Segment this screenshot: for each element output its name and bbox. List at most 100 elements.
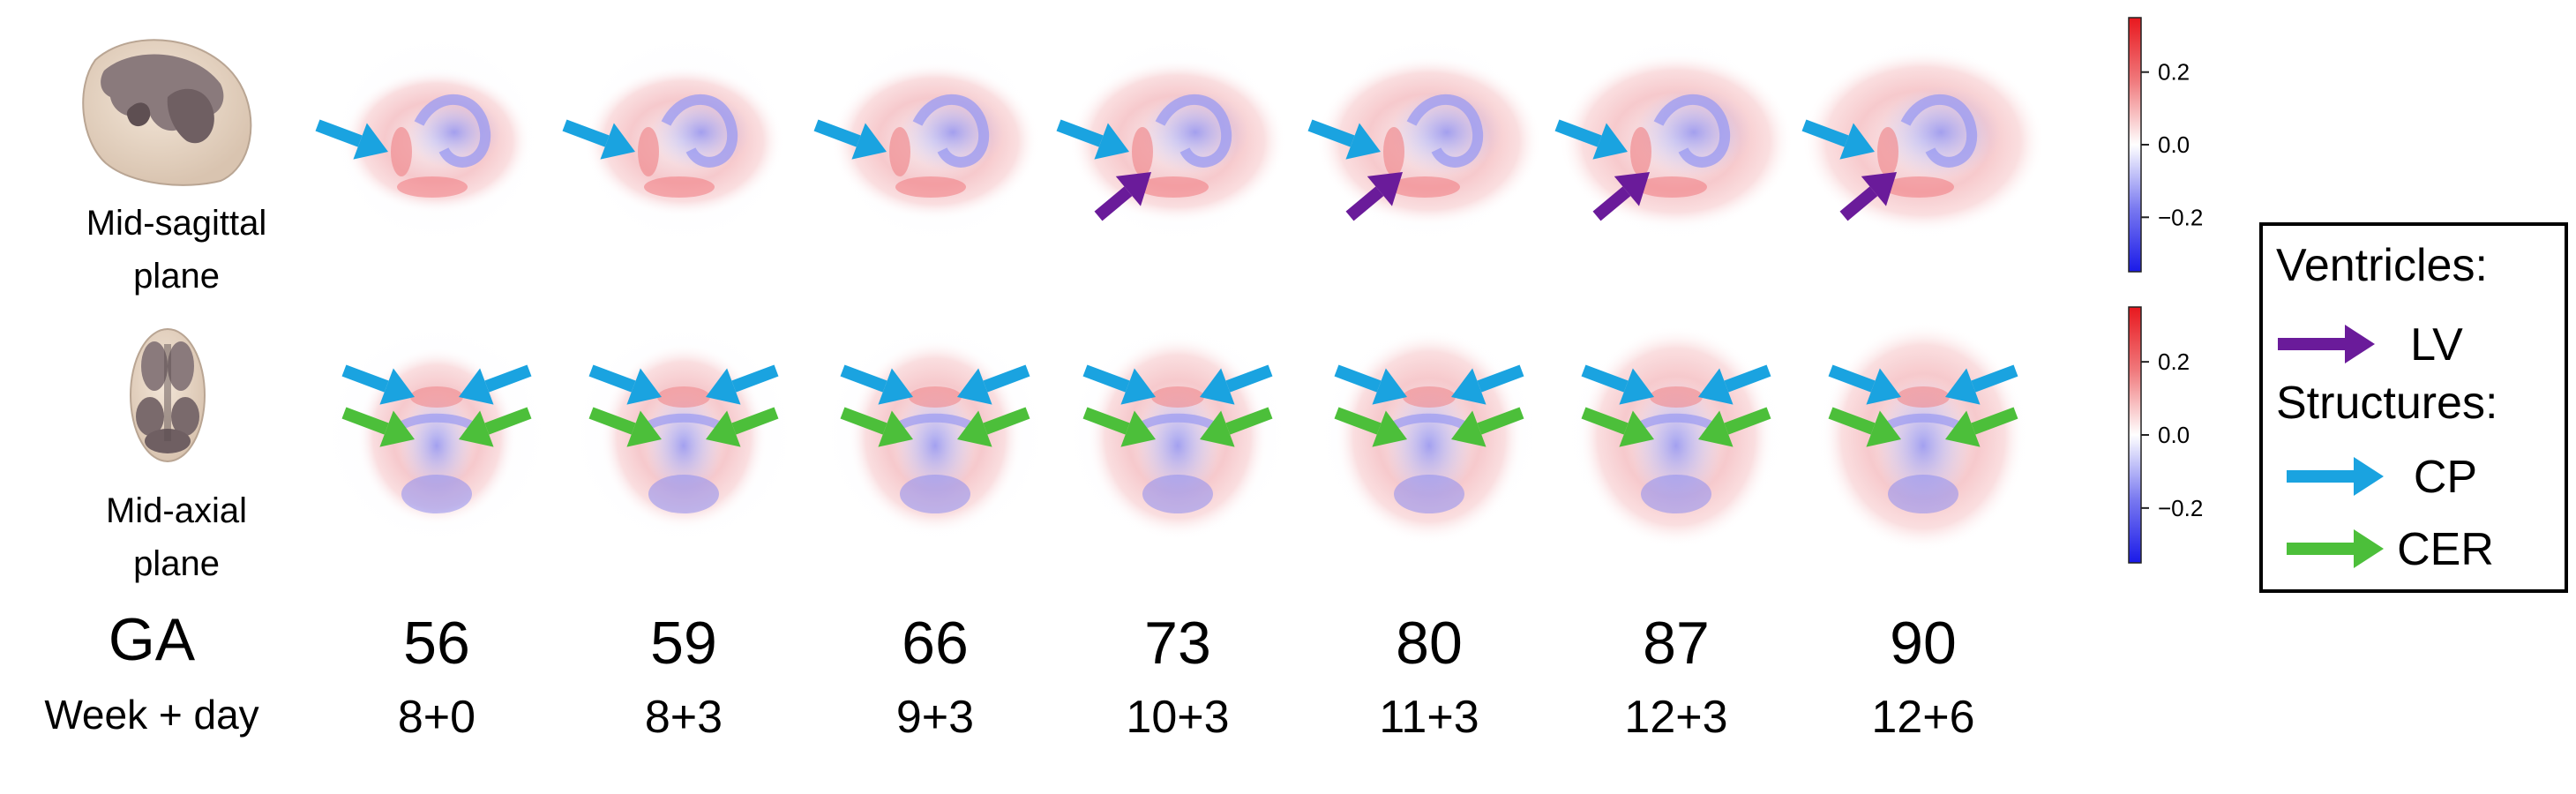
- legend-item-cer: CER: [2287, 524, 2494, 575]
- cer-arrow: [1200, 407, 1273, 447]
- ga-row-label: GA: [109, 606, 196, 673]
- cp-arrow: [840, 364, 913, 405]
- week-day-value: 12+3: [1624, 692, 1727, 743]
- colorbar-tick-label: 0.0: [2158, 422, 2190, 448]
- cer-arrow: [588, 407, 662, 447]
- cp-arrow: [1828, 364, 1901, 405]
- cer-legend-arrow: [2287, 529, 2384, 568]
- legend-label: CP: [2414, 452, 2477, 503]
- legend-item-cp: CP: [2287, 452, 2477, 503]
- colorbar-gradient: [2128, 306, 2142, 564]
- week-day-value: 11+3: [1379, 692, 1479, 743]
- axial-map-panel: [560, 313, 807, 556]
- colorbar-tick-label: −0.2: [2158, 495, 2203, 521]
- cer-arrow: [840, 407, 913, 447]
- lv-arrow: [1094, 172, 1151, 221]
- cer-arrow: [1945, 407, 2018, 447]
- cer-arrow: [1082, 407, 1156, 447]
- ga-value: 59: [650, 610, 717, 677]
- plane-label-line: Mid-axial: [106, 491, 247, 530]
- sagittal-brain-thumbnail: [82, 39, 252, 186]
- legend-heading-structures: Structures:: [2276, 378, 2497, 429]
- week-day-value: 8+3: [645, 692, 723, 743]
- plane-label-line: plane: [133, 257, 220, 296]
- ga-value: 80: [1396, 610, 1463, 677]
- cer-arrow: [341, 407, 415, 447]
- cp-arrow: [1307, 119, 1381, 160]
- ga-value: 66: [902, 610, 969, 677]
- sagittal-map-panel: [562, 25, 798, 254]
- sagittal-map-panel: [1307, 25, 1544, 254]
- cp-arrow: [1082, 364, 1156, 405]
- colorbar-gradient: [2128, 17, 2142, 273]
- week-day-value: 8+0: [398, 692, 476, 743]
- axial-map-panel: [1800, 313, 2047, 556]
- cp-arrow: [706, 364, 779, 405]
- cer-arrow: [1828, 407, 1901, 447]
- axial-map-panel: [1553, 313, 1800, 556]
- lv-legend-arrow: [2278, 325, 2375, 363]
- sagittal-map-panel: [315, 25, 551, 254]
- axial-map-panel: [812, 313, 1059, 556]
- lv-arrow: [1592, 172, 1650, 221]
- cp-arrow: [1698, 364, 1771, 405]
- cer-arrow: [706, 407, 779, 447]
- cp-arrow: [1056, 119, 1129, 160]
- cer-arrow: [459, 407, 532, 447]
- plane-label-sagittal: Mid-sagittal plane: [86, 204, 267, 296]
- colorbar-sagittal: 0.2 0.0 −0.2: [2128, 17, 2203, 273]
- plane-label-line: Mid-sagittal: [86, 204, 267, 243]
- cp-arrow: [562, 119, 635, 160]
- axial-brain-thumbnail: [130, 328, 206, 462]
- cp-arrow: [1451, 364, 1524, 405]
- cp-arrow: [1554, 119, 1628, 160]
- sagittal-map-panel: [1056, 25, 1292, 254]
- cp-arrow: [459, 364, 532, 405]
- ga-value: 56: [403, 610, 470, 677]
- week-day-value: 12+6: [1871, 692, 1974, 743]
- cp-arrow: [341, 364, 415, 405]
- cer-arrow: [1698, 407, 1771, 447]
- cp-arrow: [1945, 364, 2018, 405]
- colorbars: 0.2 0.0 −0.2 0.2 0.0 −0.2: [2128, 17, 2203, 564]
- axial-map-panel: [1054, 313, 1301, 556]
- sagittal-map-panel: [813, 25, 1050, 254]
- lv-arrow: [1345, 172, 1403, 221]
- colorbar-tick-label: 0.2: [2158, 348, 2190, 375]
- cp-arrow: [315, 119, 388, 160]
- lv-arrow: [1839, 172, 1897, 221]
- cer-arrow: [1334, 407, 1407, 447]
- cp-arrow: [813, 119, 887, 160]
- sagittal-map-panel: [1801, 25, 2045, 254]
- legend-label: CER: [2397, 524, 2494, 575]
- plane-label-axial: Mid-axial plane: [106, 491, 247, 583]
- cp-arrow: [1801, 119, 1875, 160]
- ga-value: 73: [1144, 610, 1211, 677]
- cer-arrow: [957, 407, 1030, 447]
- legend: Ventricles: LV Structures: CP CER: [2259, 222, 2568, 593]
- legend-item-lv: LV: [2278, 319, 2463, 371]
- difference-map-grid: [313, 25, 2047, 556]
- colorbar-axial: 0.2 0.0 −0.2: [2128, 306, 2203, 564]
- cp-arrow: [957, 364, 1030, 405]
- cp-arrow: [1200, 364, 1273, 405]
- ga-values: 56 8+0 59 8+3 66 9+3 73 10+3 80 11+3 87 12+3 90 12+6: [398, 610, 1975, 743]
- legend-label: LV: [2410, 319, 2463, 371]
- cp-legend-arrow: [2287, 457, 2384, 496]
- cer-arrow: [1581, 407, 1654, 447]
- ga-value: 90: [1890, 610, 1957, 677]
- sagittal-map-panel: [1554, 25, 1793, 254]
- cp-arrow: [1334, 364, 1407, 405]
- cer-arrow: [1451, 407, 1524, 447]
- colorbar-tick-label: −0.2: [2158, 204, 2203, 230]
- axial-map-panel: [313, 313, 560, 556]
- cp-arrow: [1581, 364, 1654, 405]
- plane-label-line: plane: [133, 544, 220, 583]
- week-day-row-label: Week + day: [44, 692, 258, 738]
- week-day-value: 10+3: [1126, 692, 1229, 743]
- legend-box: [2259, 222, 2568, 593]
- colorbar-tick-label: 0.0: [2158, 131, 2190, 158]
- week-day-value: 9+3: [896, 692, 974, 743]
- cp-arrow: [588, 364, 662, 405]
